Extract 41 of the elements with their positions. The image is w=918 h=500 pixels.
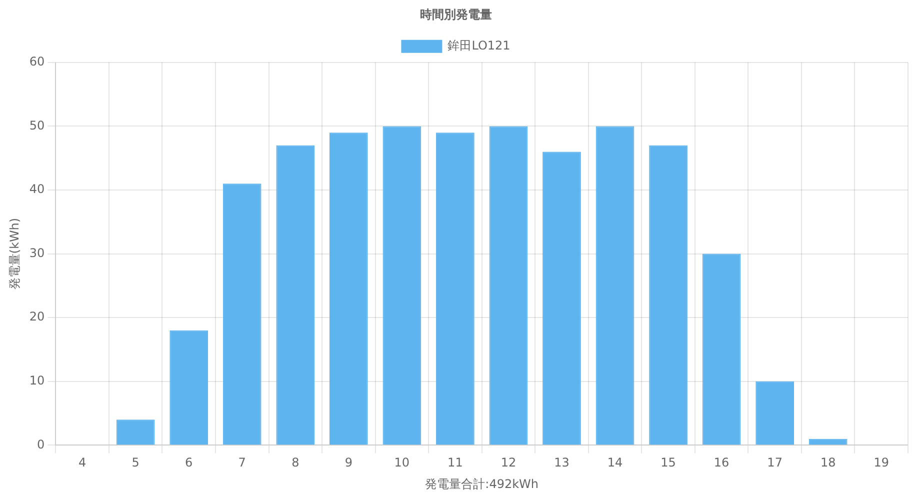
x-tick-label: 6 [185,456,193,470]
x-tick-label: 16 [714,456,730,470]
y-tick-label: 30 [29,246,45,260]
x-tick-label: 19 [874,456,890,470]
x-tick-label: 15 [660,456,676,470]
y-tick-label: 60 [29,54,45,69]
bar [756,381,794,445]
x-tick-label: 8 [292,456,300,470]
y-tick-label: 10 [29,374,45,388]
y-tick-label: 50 [29,118,45,132]
bar [542,152,581,445]
bar [702,254,741,445]
y-tick-label: 0 [37,437,45,452]
x-tick-label: 18 [820,456,836,470]
bar [436,132,474,445]
x-tick-label: 13 [554,456,570,470]
bar [222,184,262,445]
legend-label: 鉾田LO121 [448,38,510,53]
bar [170,330,208,445]
bar [489,126,528,445]
x-tick-label: 9 [344,456,352,470]
y-axis-title: 発電量(kWh) [7,218,22,290]
chart-title: 時間別発電量 [420,7,492,22]
bar [276,145,315,445]
bar [382,126,422,445]
bar [649,145,688,445]
x-tick-label: 14 [607,456,623,470]
x-tick-label: 10 [394,456,410,470]
x-tick-label: 5 [132,456,140,470]
bar [808,438,848,445]
bar [596,126,634,445]
y-tick-label: 40 [29,182,45,196]
x-tick-label: 4 [78,456,86,470]
x-tick-label: 12 [500,456,516,470]
bar [116,420,155,445]
x-tick-label: 11 [448,456,463,470]
y-tick-label: 20 [29,310,45,324]
x-tick-label: 7 [238,456,246,470]
x-axis-title: 発電量合計:492kWh [425,476,539,491]
x-tick-label: 17 [767,456,782,470]
bar [329,132,368,445]
